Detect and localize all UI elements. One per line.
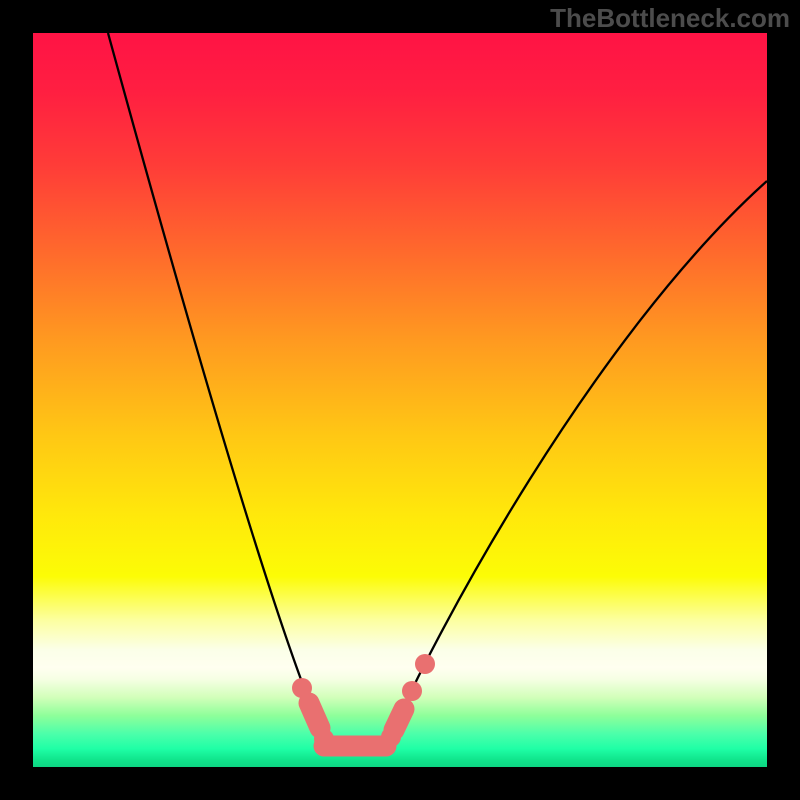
plot-area — [33, 33, 767, 767]
curve-layer — [33, 33, 767, 767]
right-curve — [391, 181, 767, 735]
chart-container: TheBottleneck.com — [0, 0, 800, 800]
watermark-text: TheBottleneck.com — [550, 3, 790, 34]
optimal-range-marker — [292, 654, 435, 749]
left-curve — [108, 33, 323, 735]
